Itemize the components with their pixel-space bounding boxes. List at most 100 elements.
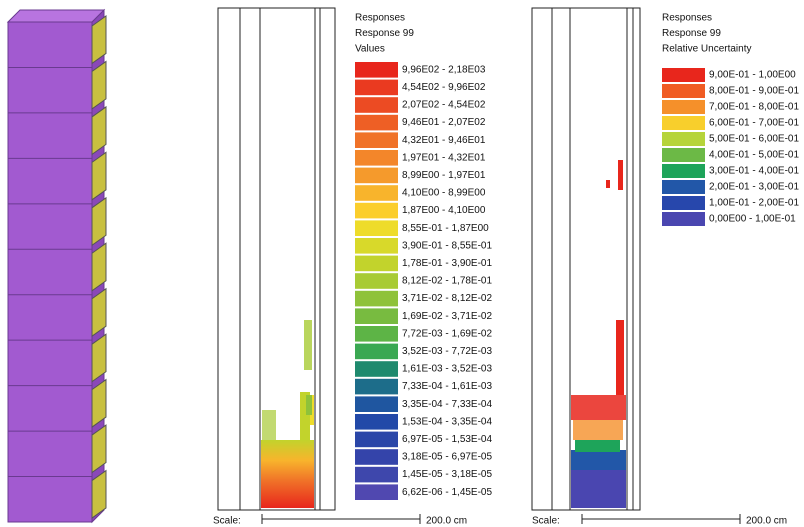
legend-swatch (662, 116, 705, 130)
legend-swatch (355, 238, 398, 254)
legend-label: 9,46E01 - 2,07E02 (402, 117, 486, 128)
legend-swatch (662, 100, 705, 114)
legend-label: 3,35E-04 - 7,33E-04 (402, 399, 492, 410)
legend-label: 1,87E00 - 4,10E00 (402, 205, 486, 216)
scale-bar (261, 514, 421, 524)
legend-label: 1,45E-05 - 3,18E-05 (402, 469, 492, 480)
legend-label: 3,52E-03 - 7,72E-03 (402, 346, 492, 357)
legend-swatch (355, 414, 398, 430)
scale-label: Scale: (213, 516, 241, 527)
scale-label: Scale: (532, 516, 560, 527)
legend-label: 8,55E-01 - 1,87E00 (402, 223, 489, 234)
fin (91, 469, 107, 519)
legend-swatch (355, 431, 398, 448)
legend-swatch (355, 185, 398, 201)
legend-swatch (355, 114, 398, 131)
legend-label: 3,90E-01 - 8,55E-01 (402, 240, 492, 251)
legend-label: 4,54E02 - 9,96E02 (402, 82, 486, 93)
heatmap (571, 160, 626, 508)
legend-label: 1,97E01 - 4,32E01 (402, 152, 486, 163)
fin (91, 242, 107, 292)
legend-swatch (662, 132, 705, 146)
legend-header: Response 99 (662, 28, 721, 39)
heatmap (261, 320, 314, 508)
legend-swatch (355, 273, 398, 289)
legend-swatch (355, 202, 398, 219)
legend-label: 3,18E-05 - 6,97E-05 (402, 452, 492, 463)
legend-label: 8,00E-01 - 9,00E-01 (709, 86, 799, 97)
fin (91, 424, 107, 474)
legend-header: Responses (662, 13, 712, 24)
legend-label: 1,53E-04 - 3,35E-04 (402, 416, 492, 427)
fin (91, 105, 107, 156)
legend-swatch (355, 326, 398, 342)
legend-label: 2,00E-01 - 3,00E-01 (709, 182, 799, 193)
legend-label: 9,00E-01 - 1,00E00 (709, 70, 796, 81)
legend-label: 7,72E-03 - 1,69E-02 (402, 328, 492, 339)
legend-swatch (662, 196, 705, 210)
legend-label: 4,32E01 - 9,46E01 (402, 135, 486, 146)
legend-label: 0,00E00 - 1,00E-01 (709, 214, 796, 225)
legend-swatch (355, 466, 398, 483)
legend-swatch (662, 148, 705, 162)
legend-label: 5,00E-01 - 6,00E-01 (709, 134, 799, 145)
fin (91, 60, 107, 110)
legend-swatch (355, 220, 398, 236)
legend-label: 4,00E-01 - 5,00E-01 (709, 150, 799, 161)
legend-swatch (355, 449, 398, 465)
fin (91, 287, 107, 338)
legend-swatch (355, 167, 398, 184)
column-top (6, 9, 106, 23)
legend-label: 3,71E-02 - 8,12E-02 (402, 293, 492, 304)
legend-label: 6,62E-06 - 1,45E-05 (402, 487, 492, 498)
legend-label: 3,00E-01 - 4,00E-01 (709, 166, 799, 177)
legend-swatch (355, 396, 398, 412)
fin (91, 151, 107, 201)
legend-swatch (662, 164, 705, 178)
scale-length: 200.0 cm (426, 516, 467, 527)
legend-swatch (355, 361, 398, 377)
legend-header: Response 99 (355, 28, 414, 39)
legend-swatch (662, 212, 705, 226)
scale-bar (581, 514, 741, 524)
legend-header: Values (355, 44, 385, 55)
fin (91, 15, 107, 65)
legend-label: 6,00E-01 - 7,00E-01 (709, 118, 799, 129)
legend-label: 9,96E02 - 2,18E03 (402, 64, 486, 75)
legend-label: 1,61E-03 - 3,52E-03 (402, 364, 492, 375)
legend-swatch (355, 308, 398, 324)
legend-swatch (355, 484, 398, 500)
legend-swatch (355, 255, 398, 272)
legend-header: Responses (355, 13, 405, 24)
legend-label: 7,00E-01 - 8,00E-01 (709, 102, 799, 113)
fin (91, 196, 107, 247)
legend-swatch (355, 62, 398, 78)
legend-label: 1,69E-02 - 3,71E-02 (402, 311, 492, 322)
legend-swatch (662, 68, 705, 82)
geometry-3d-view (6, 8, 107, 524)
legend-swatch (662, 84, 705, 98)
legend-label: 4,10E00 - 8,99E00 (402, 188, 486, 199)
legend-swatch (355, 97, 398, 113)
plot-frame (531, 7, 641, 511)
fin (91, 333, 107, 383)
legend-label: 8,12E-02 - 1,78E-01 (402, 276, 492, 287)
legend-header: Relative Uncertainty (662, 44, 751, 55)
legend-label: 2,07E02 - 4,54E02 (402, 100, 486, 111)
legend-swatch (355, 150, 398, 166)
plot-frame (217, 7, 336, 511)
legend-swatch (355, 132, 398, 148)
column-face (7, 21, 93, 523)
legend-label: 7,33E-04 - 1,61E-03 (402, 381, 492, 392)
legend-swatch (355, 378, 398, 395)
fin (91, 378, 107, 429)
legend-label: 1,00E-01 - 2,00E-01 (709, 198, 799, 209)
legend-swatch (355, 343, 398, 360)
scale-length: 200.0 cm (746, 516, 787, 527)
legend-label: 1,78E-01 - 3,90E-01 (402, 258, 492, 269)
legend-label: 8,99E00 - 1,97E01 (402, 170, 486, 181)
legend-swatch (662, 180, 705, 194)
legend-swatch (355, 290, 398, 307)
